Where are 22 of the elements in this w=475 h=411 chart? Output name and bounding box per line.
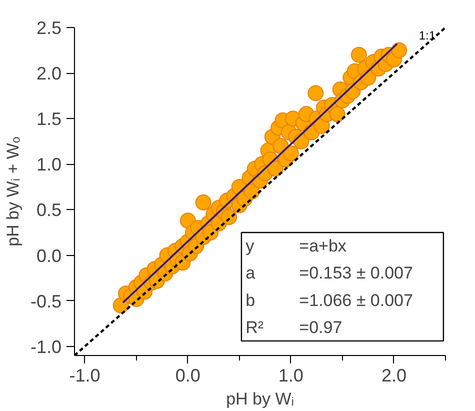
x-axis-title: pH by Wᵢ [226, 390, 294, 408]
annotation: =0.153 ± 0.007 [299, 264, 413, 283]
annotation: y [246, 236, 255, 256]
annotation: R² [246, 318, 264, 337]
y-tick-label: 2.5 [36, 18, 62, 38]
y-tick-label: 1.5 [36, 109, 62, 130]
y-tick-label: 1.0 [36, 154, 62, 175]
annotation: =1.066 ± 0.007 [299, 290, 413, 310]
y-tick-label: 2.0 [36, 64, 62, 84]
x-tick-label: 0.0 [175, 366, 200, 386]
y-axis-title: pH by Wᵢ + Wₒ [3, 136, 22, 246]
annotation: a [246, 264, 256, 283]
annotation: =a+bx [299, 236, 347, 256]
y-tick-label: -0.5 [30, 291, 62, 312]
annotation: b [246, 290, 256, 310]
y-tick-label: 0.5 [36, 200, 62, 220]
x-tick-label: 2.0 [381, 366, 406, 386]
x-tick-label: -1.0 [69, 366, 100, 386]
y-tick-label: -1.0 [30, 336, 62, 357]
y-tick-label: 0.0 [36, 246, 62, 266]
x-tick-label: 1.0 [278, 366, 304, 386]
annotation: =0.97 [299, 318, 342, 337]
